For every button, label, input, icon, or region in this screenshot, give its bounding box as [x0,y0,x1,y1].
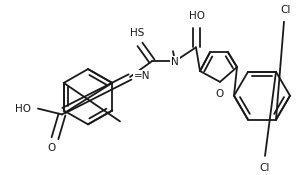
Text: O: O [47,143,55,153]
Text: Cl: Cl [260,163,270,173]
Text: N: N [171,57,179,67]
Text: O: O [216,89,224,99]
Text: HO: HO [15,104,31,114]
Text: =N: =N [134,71,150,81]
Text: HO: HO [189,11,205,21]
Text: Cl: Cl [281,5,291,15]
Text: HS: HS [130,27,144,37]
